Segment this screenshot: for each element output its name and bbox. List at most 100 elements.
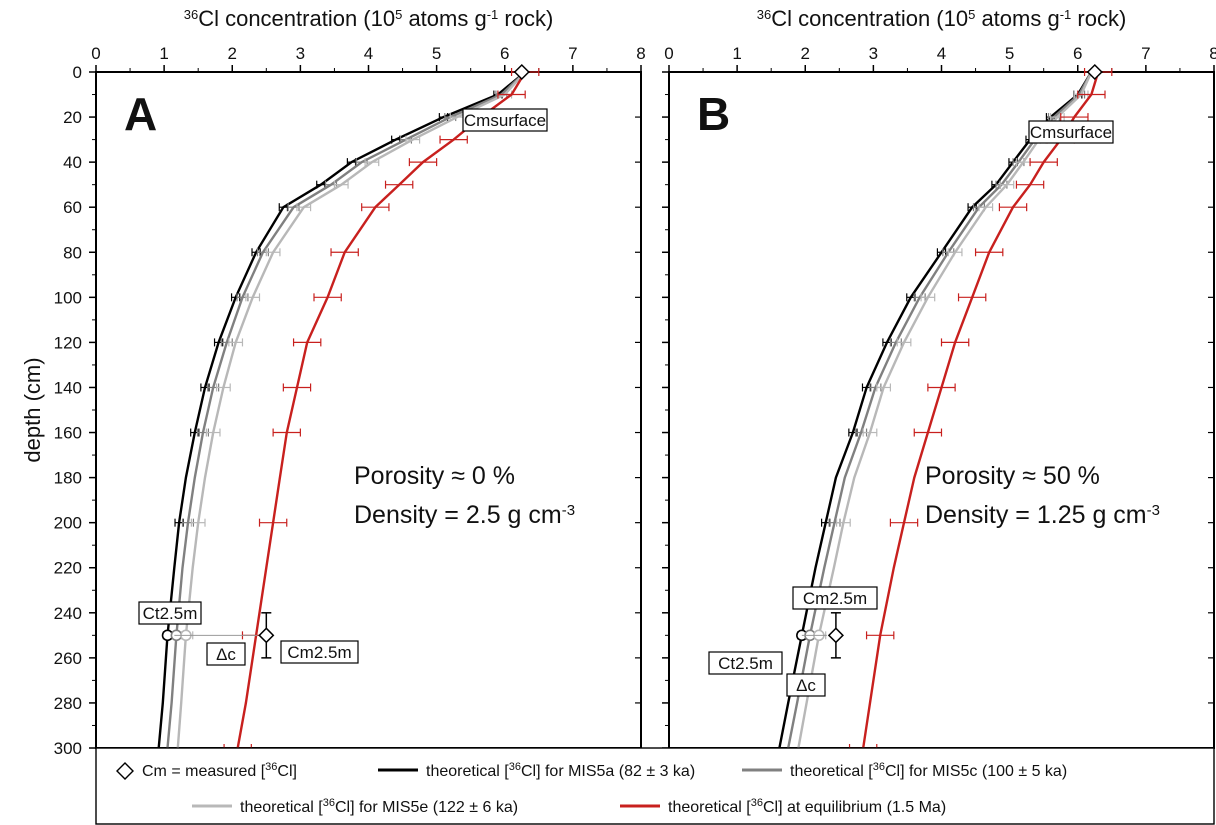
series-equilibrium	[848, 68, 1113, 752]
y-tick-label: 300	[54, 739, 82, 758]
error-bar	[296, 203, 312, 212]
panel-a: 0 1 2 3 4 5 6 7 8 36Cl concentration (105 atoms g…	[89, 6, 646, 752]
error-bar	[1029, 158, 1058, 167]
ct-2.5m-label: Ct2.5m	[138, 601, 202, 625]
y-tick-label: 140	[54, 378, 82, 397]
x-tick-label: 3	[296, 44, 305, 63]
legend-item-mis5a: theoretical [36Cl] for MIS5a (82 ± 3 ka)	[378, 761, 695, 780]
cm-surface-label: Cmsurface	[1028, 120, 1114, 144]
x-tick-label: 2	[228, 44, 237, 63]
error-bar	[1015, 158, 1031, 167]
x-tick-label: 3	[869, 44, 878, 63]
cm-2.5m-label: Cm2.5m	[280, 640, 359, 664]
error-bar	[361, 203, 390, 212]
x-tick-label: 7	[568, 44, 577, 63]
delta-c-label: Δc	[206, 642, 246, 666]
legend-label: theoretical [36Cl] at equilibrium (1.5 M…	[668, 797, 946, 816]
y-tick-label: 60	[63, 198, 82, 217]
legend-label: Cm = measured [36Cl]	[142, 761, 297, 780]
error-bar	[927, 383, 956, 392]
diamond-marker	[1086, 63, 1103, 81]
plot-frame	[95, 71, 642, 749]
error-bar	[957, 293, 987, 302]
series-line	[157, 71, 526, 749]
x-tick-label: 4	[364, 44, 373, 63]
legend-frame	[95, 747, 1215, 825]
y-tick-label: 120	[54, 333, 82, 352]
y-tick-label: 180	[54, 469, 82, 488]
error-bar	[405, 135, 421, 144]
x-tick-label: 1	[159, 44, 168, 63]
error-bar	[1077, 90, 1106, 99]
svg-text:Cm2.5m: Cm2.5m	[287, 643, 351, 662]
density-label: Density = 2.5 g cm-3	[354, 501, 575, 529]
error-bar	[408, 158, 438, 167]
error-bar	[278, 203, 289, 212]
panel-b: 0 1 2 3 4 5 6 7 8 36Cl concentration (105 atoms g…	[662, 6, 1216, 752]
error-bar	[913, 428, 943, 437]
error-bar	[330, 248, 359, 257]
error-bar	[865, 631, 895, 640]
porosity-label: Porosity ≈ 0 %	[354, 462, 515, 490]
y-tick-label: 240	[54, 604, 82, 623]
error-bar	[313, 293, 342, 302]
error-bar	[333, 180, 349, 189]
legend-item-mis5e: theoretical [36Cl] for MIS5e (122 ± 6 ka…	[192, 797, 518, 816]
x-axis-label: 36Cl concentration (105 atoms g-1 rock)	[184, 6, 554, 31]
density-label: Density = 1.25 g cm-3	[925, 501, 1160, 529]
cm-2.5m-label: Cm2.5m	[792, 586, 878, 610]
svg-text:Cm2.5m: Cm2.5m	[803, 589, 867, 608]
series-line	[236, 71, 527, 749]
x-tick-label: 4	[937, 44, 946, 63]
legend-item-equilibrium: theoretical [36Cl] at equilibrium (1.5 M…	[620, 797, 946, 816]
svg-text:Δc: Δc	[796, 676, 816, 695]
plot-frame	[668, 71, 1215, 749]
legend-label: theoretical [36Cl] for MIS5e (122 ± 6 ka…	[240, 797, 518, 816]
svg-text:Ct2.5m: Ct2.5m	[143, 604, 198, 623]
measured-point	[258, 612, 275, 659]
error-bar	[228, 338, 244, 347]
x-tick-label: 0	[664, 44, 673, 63]
x-axis-label: 36Cl concentration (105 atoms g-1 rock)	[757, 6, 1127, 31]
diamond-marker	[513, 63, 530, 81]
legend-label: theoretical [36Cl] for MIS5a (82 ± 3 ka)	[426, 761, 695, 780]
x-tick-label: 2	[801, 44, 810, 63]
y-axis-label: depth (cm)	[20, 357, 45, 462]
x-tick-label: 7	[1141, 44, 1150, 63]
panel-letter: A	[124, 88, 157, 140]
cm-surface-label: Cmsurface	[462, 108, 548, 132]
error-bar	[258, 518, 288, 527]
error-bar	[346, 158, 357, 167]
legend-item-mis5c: theoretical [36Cl] for MIS5c (100 ± 5 ka…	[742, 761, 1067, 780]
series-line	[797, 71, 1093, 749]
error-bar	[282, 383, 312, 392]
series-line	[166, 71, 527, 749]
diamond-marker	[258, 627, 275, 644]
ct-2.5m-label: Ct2.5m	[708, 651, 783, 675]
measured-point	[513, 63, 530, 81]
error-bar	[896, 338, 912, 347]
error-bar	[190, 518, 206, 527]
x-tick-label: 0	[91, 44, 100, 63]
series-line	[787, 71, 1093, 749]
error-bar	[876, 383, 892, 392]
error-bar	[364, 158, 380, 167]
error-bar	[835, 518, 851, 527]
x-tick-label: 6	[1073, 44, 1082, 63]
diamond-marker	[827, 627, 844, 644]
x-tick-label: 5	[1005, 44, 1014, 63]
delta-c-label: Δc	[786, 673, 826, 697]
panel-letter: B	[697, 88, 730, 140]
svg-text:Cmsurface: Cmsurface	[1030, 123, 1112, 142]
y-tick-label: 280	[54, 694, 82, 713]
svg-text:Cmsurface: Cmsurface	[464, 111, 546, 130]
error-bar	[974, 248, 1004, 257]
error-bar	[265, 248, 281, 257]
legend-diamond	[116, 762, 134, 780]
svg-text:Ct2.5m: Ct2.5m	[718, 654, 773, 673]
error-bar	[245, 293, 261, 302]
error-bar	[889, 518, 919, 527]
error-bar	[272, 428, 301, 437]
error-bar	[439, 135, 468, 144]
